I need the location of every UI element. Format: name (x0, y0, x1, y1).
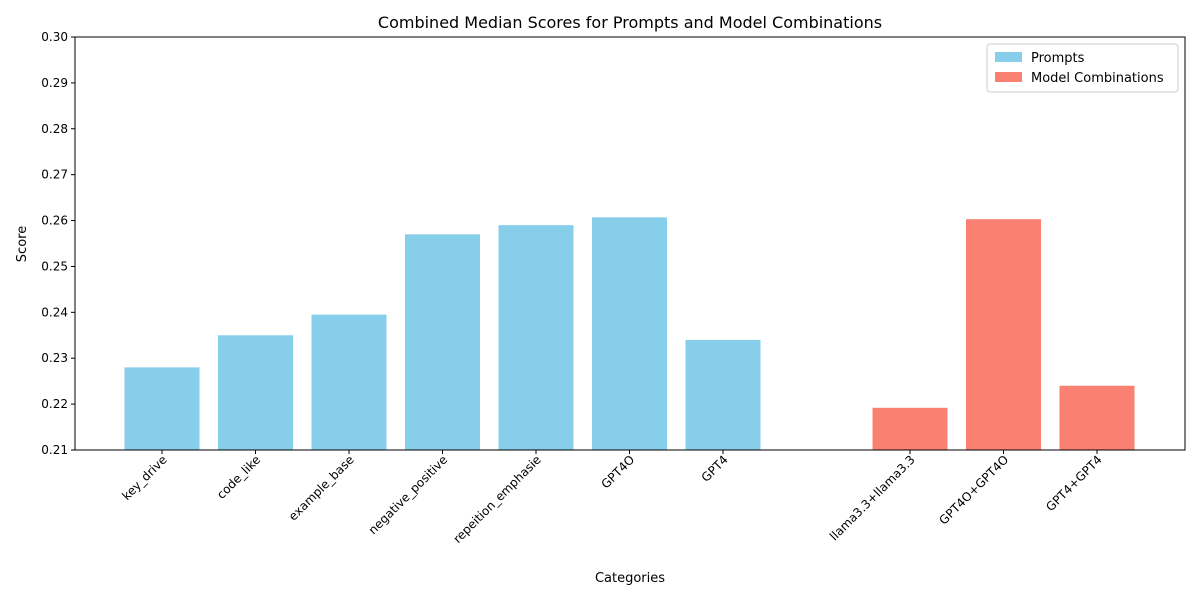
legend-box (986, 43, 1179, 93)
plot-area (124, 217, 1135, 450)
bar-llama3.3+llama3.3 (872, 407, 948, 450)
y-tick-label: 0.24 (41, 305, 68, 319)
y-axis: 0.21 0.22 0.23 0.24 0.25 0.26 0.27 0.28 0.29 0.30 (41, 30, 75, 457)
legend: Prompts Model Combinations (986, 43, 1179, 93)
bar-example_base (311, 314, 387, 450)
plot-frame (74, 36, 1186, 451)
bar-key_drive (124, 367, 200, 450)
x-tick-label: code_like (214, 453, 263, 502)
y-tick-label: 0.25 (41, 259, 68, 273)
chart-title: Combined Median Scores for Prompts and M… (378, 13, 882, 32)
bar-repeition_emphasie (498, 225, 574, 450)
y-tick-label: 0.28 (41, 122, 68, 136)
x-tick-label: key_drive (119, 453, 169, 503)
bar-GPT4O (592, 217, 667, 450)
legend-entry: Prompts (1031, 51, 1085, 66)
x-tick-label: GPT4O+GPT4O (936, 453, 1011, 528)
legend-swatch (995, 72, 1022, 82)
x-tick-label: repeition_emphasie (450, 453, 543, 546)
x-axis-label: Categories (595, 571, 665, 586)
y-tick-label: 0.23 (41, 351, 68, 365)
bar-code_like (218, 335, 293, 450)
x-tick-label: example_base (286, 453, 357, 524)
y-tick-label: 0.30 (41, 30, 68, 44)
x-tick-label: GPT4+GPT4 (1043, 453, 1105, 515)
bar-GPT4O+GPT4O (966, 219, 1041, 450)
legend-swatch (995, 52, 1022, 62)
y-tick-label: 0.22 (41, 397, 68, 411)
x-axis: key_drive code_like example_base negative_p… (119, 450, 1105, 546)
y-tick-label: 0.27 (41, 168, 68, 182)
legend-entry: Model Combinations (1031, 71, 1164, 86)
x-tick-label: llama3.3+llama3.3 (827, 453, 918, 544)
x-tick-label: negative_positive (366, 453, 451, 538)
bar-negative_positive (405, 234, 480, 450)
x-tick-label: GPT4O (598, 453, 637, 492)
y-tick-label: 0.29 (41, 76, 68, 90)
x-tick-label: GPT4 (699, 453, 731, 485)
bar-GPT4 (685, 339, 761, 450)
bar-GPT4+GPT4 (1059, 385, 1135, 450)
y-axis-label: Score (15, 226, 30, 262)
y-tick-label: 0.21 (41, 443, 68, 457)
y-tick-label: 0.26 (41, 214, 68, 228)
